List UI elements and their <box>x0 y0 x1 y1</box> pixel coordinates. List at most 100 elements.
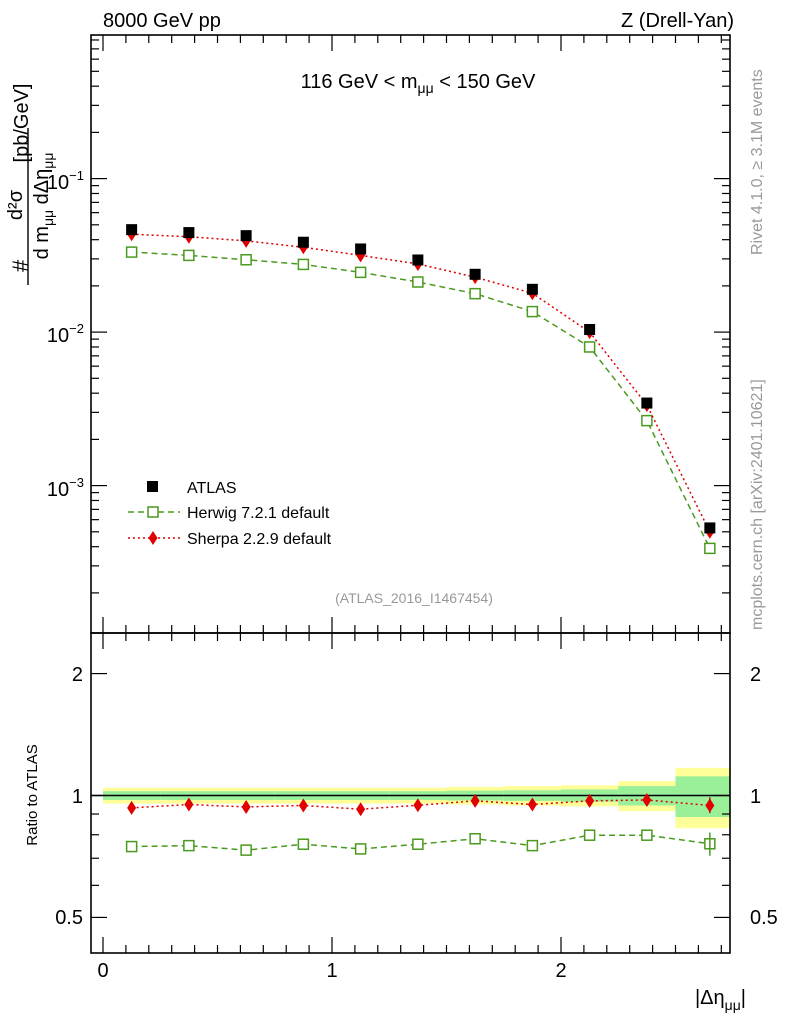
atlas-series <box>126 224 716 534</box>
atlas-point-9 <box>641 397 653 409</box>
atlas-point-2 <box>240 230 252 242</box>
atlas-point-5 <box>412 254 424 266</box>
legend-herwig-label: Herwig 7.2.1 default <box>187 505 330 522</box>
title-part-b: < 150 GeV <box>434 71 536 93</box>
ratio-herwig-point-4 <box>354 843 367 855</box>
ylabel-numerator: d²σ <box>5 189 27 220</box>
ratio-herwig-point-9 <box>641 829 653 841</box>
y-tick-label-1e-2: 10−2 <box>47 321 84 347</box>
atlas-point-10 <box>704 522 716 534</box>
herwig-point-9 <box>641 414 653 427</box>
x-tick-label-1: 1 <box>326 960 337 982</box>
y-tick-label-1e-3: 10−3 <box>47 475 84 501</box>
ylabel-den-sub2: μμ <box>40 153 56 169</box>
ylabel-unit: [pb/GeV] <box>11 84 33 163</box>
ratio-herwig-point-5 <box>412 838 424 850</box>
herwig-line <box>131 251 711 549</box>
ratio-sherpa-point-9 <box>642 792 652 807</box>
ylabel-den-sub1: μμ <box>40 210 56 226</box>
ratio-plot-frame <box>90 632 731 954</box>
y-tick-exp-1e-3: −3 <box>69 475 84 490</box>
atlas-point-0 <box>126 224 138 236</box>
herwig-point-2 <box>240 254 252 266</box>
ratio-y-tick-0.5-right: 0.5 <box>750 907 778 929</box>
ratio-ylabel: Ratio to ATLAS <box>24 744 41 845</box>
atlas-point-7 <box>526 283 538 295</box>
ylabel-denominator: d mμμ dΔημμ <box>31 153 56 260</box>
header-left: 8000 GeV pp <box>103 10 221 32</box>
legend-sherpa-marker <box>148 531 158 545</box>
main-plot-title: 116 GeV < mμμ < 150 GeV <box>301 71 536 96</box>
herwig-point-3 <box>297 258 310 271</box>
x-tick-label-0: 0 <box>97 960 108 982</box>
ratio-herwig-point-1 <box>183 839 195 852</box>
ratio-sherpa-point-8 <box>585 793 595 808</box>
herwig-point-5 <box>412 276 424 288</box>
ratio-sherpa-point-7 <box>527 797 537 812</box>
legend-herwig-marker <box>147 506 159 518</box>
ratio-herwig-line <box>131 834 710 851</box>
ratio-herwig-point-6 <box>469 833 481 845</box>
ratio-y-tick-2-left: 2 <box>72 664 83 686</box>
legend: ATLAS Herwig 7.2.1 default Sherpa 2.2.9 … <box>128 480 332 548</box>
ratio-y-tick-1-left: 1 <box>72 786 83 808</box>
band-green-10 <box>675 776 730 817</box>
ratio-uncertainty-bands <box>91 767 730 829</box>
y-tick-base-1e-2: 10 <box>47 325 69 347</box>
atlas-point-6 <box>469 268 481 280</box>
xlabel-sub: μμ <box>725 997 741 1013</box>
legend-atlas-marker <box>147 481 158 492</box>
ratio-sherpa-point-1 <box>184 797 194 812</box>
ratio-sherpa-point-2 <box>241 799 251 814</box>
herwig-point-1 <box>183 249 195 262</box>
herwig-point-0 <box>125 246 138 258</box>
herwig-point-7 <box>526 305 539 318</box>
y-tick-exp-1e-1: −1 <box>69 168 84 183</box>
ratio-series <box>125 792 716 856</box>
ratio-herwig-point-0 <box>125 840 138 853</box>
ratio-herwig-point-2 <box>240 844 252 856</box>
ylabel-den-b: dΔη <box>31 169 53 210</box>
herwig-point-10 <box>704 542 716 555</box>
y-tick-base-1e-3: 10 <box>47 479 69 501</box>
header-right: Z (Drell-Yan) <box>621 10 734 32</box>
atlas-point-4 <box>355 243 367 255</box>
side-label-rivet: Rivet 4.1.0, ≥ 3.1M events <box>749 69 766 255</box>
ratio-y-tick-2-right: 2 <box>750 664 761 686</box>
y-tick-label-1e-1: 10−1 <box>47 168 84 194</box>
herwig-point-8 <box>583 341 596 353</box>
ylabel-den-a: d m <box>31 226 53 259</box>
y-tick-exp-1e-2: −2 <box>69 321 84 336</box>
herwig-point-4 <box>354 266 367 279</box>
x-tick-label-2: 2 <box>555 960 566 982</box>
y-tick-base-1e-1: 10 <box>47 172 69 194</box>
title-part-sub: μμ <box>418 80 434 96</box>
x-axis-label: |Δημμ| <box>695 987 746 1013</box>
xlabel-a: |Δη <box>695 987 725 1009</box>
herwig-series <box>125 246 716 555</box>
ratio-sherpa-point-6 <box>470 793 480 808</box>
ratio-y-tick-1-right: 1 <box>750 786 761 808</box>
legend-atlas-label: ATLAS <box>187 480 237 497</box>
ratio-sherpa-point-0 <box>127 800 137 815</box>
ratio-y-tick-0.5-left: 0.5 <box>55 907 83 929</box>
sherpa-line <box>131 233 711 533</box>
ylabel-hash: # <box>8 259 33 272</box>
ratio-sherpa-point-5 <box>413 798 423 813</box>
title-part-a: 116 GeV < m <box>301 71 418 93</box>
ratio-sherpa-point-3 <box>298 798 308 813</box>
analysis-id: (ATLAS_2016_I1467454) <box>335 590 493 606</box>
main-plot-ylabel: # d²σ d mμμ dΔημμ [pb/GeV] <box>5 84 56 285</box>
side-label-mcplots: mcplots.cern.ch [arXiv:2401.10621] <box>749 379 766 630</box>
axis-ticks <box>91 35 730 953</box>
atlas-point-3 <box>297 236 309 248</box>
legend-sherpa-label: Sherpa 2.2.9 default <box>187 531 332 548</box>
atlas-point-8 <box>584 323 596 335</box>
atlas-point-1 <box>183 227 195 239</box>
xlabel-b: | <box>741 987 746 1009</box>
ratio-herwig-point-3 <box>297 838 310 850</box>
herwig-point-6 <box>469 287 481 300</box>
ratio-sherpa-point-4 <box>356 802 366 817</box>
ratio-herwig-point-8 <box>583 829 596 841</box>
